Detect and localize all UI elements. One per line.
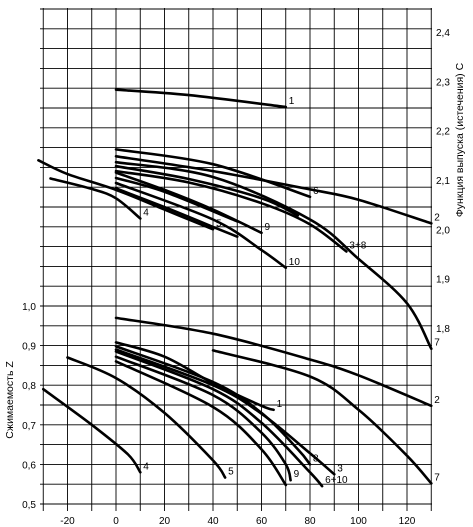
z-series-label: 9 bbox=[294, 469, 300, 480]
grid bbox=[40, 8, 432, 511]
z-series-9 bbox=[114, 355, 292, 482]
x-tick-label: 60 bbox=[256, 516, 268, 527]
z-series-4 bbox=[42, 387, 142, 474]
tick-labels: -20 0 20 40 60 80 100 1200,50,60,70,80,91,01,81… bbox=[22, 28, 450, 527]
right-tick-label: 1,9 bbox=[436, 275, 450, 286]
c-series-2 bbox=[114, 155, 433, 225]
x-tick-label: 40 bbox=[207, 516, 219, 527]
left-axis-title: Сжимаемость Z bbox=[4, 361, 16, 439]
z-series-label: 7 bbox=[434, 472, 440, 483]
x-tick-label: 80 bbox=[304, 516, 316, 527]
z-series-label: 5 bbox=[228, 467, 234, 478]
curves bbox=[37, 88, 433, 488]
c-series-label: 5 bbox=[216, 218, 222, 229]
c-series-label: 3+8 bbox=[349, 241, 366, 252]
left-tick-label: 0,5 bbox=[22, 500, 36, 511]
left-tick-label: 1,0 bbox=[22, 302, 36, 313]
x-tick-label: 0 bbox=[113, 516, 119, 527]
z-series-unlabeled-9 bbox=[114, 360, 288, 487]
left-tick-label: 0,6 bbox=[22, 460, 36, 471]
c-series-unlabeled-10 bbox=[114, 176, 239, 223]
c-series-7 bbox=[114, 160, 433, 350]
left-tick-label: 0,7 bbox=[22, 421, 36, 432]
c-series-9 bbox=[114, 171, 263, 235]
z-series-label: 2 bbox=[434, 395, 440, 406]
z-series-7 bbox=[211, 349, 433, 485]
z-series-label: 8 bbox=[313, 453, 319, 464]
left-tick-label: 0,9 bbox=[22, 342, 36, 353]
right-tick-label: 2,1 bbox=[436, 176, 450, 187]
c-series-unlabeled-11 bbox=[114, 187, 239, 238]
x-tick-label: 20 bbox=[159, 516, 171, 527]
c-series-label: 10 bbox=[289, 257, 301, 268]
z-series-1 bbox=[114, 341, 275, 412]
c-series-label: 6 bbox=[313, 186, 319, 197]
c-series-6 bbox=[114, 148, 312, 199]
x-tick-label: 100 bbox=[350, 516, 367, 527]
right-tick-label: 2,4 bbox=[436, 28, 450, 39]
right-tick-label: 1,8 bbox=[436, 324, 450, 335]
c-series-4 bbox=[49, 177, 142, 220]
c-series-10 bbox=[114, 181, 288, 270]
c-series-label: 7 bbox=[434, 338, 440, 349]
z-series-6-10 bbox=[114, 350, 324, 488]
z-series-label: 4 bbox=[143, 461, 149, 472]
right-tick-label: 2,0 bbox=[436, 225, 450, 236]
c-series-label: 4 bbox=[143, 208, 149, 219]
right-axis-title: Функция выпуска (истечения) С bbox=[454, 62, 466, 217]
c-series-1 bbox=[114, 88, 288, 109]
x-tick-label: -20 bbox=[60, 516, 75, 527]
right-tick-label: 2,2 bbox=[436, 127, 450, 138]
x-tick-label: 120 bbox=[399, 516, 416, 527]
c-series-label: 2 bbox=[434, 212, 440, 223]
c-series-unlabeled-9 bbox=[114, 164, 300, 217]
z-series-label: 6+10 bbox=[325, 475, 348, 486]
z-series-2 bbox=[114, 316, 433, 408]
c-series-5 bbox=[37, 159, 215, 231]
z-series-5 bbox=[66, 356, 227, 479]
left-tick-label: 0,8 bbox=[22, 381, 36, 392]
curve-labels: 1 2 3+8 4 5 6 7 9 10 1 2 3 4 5 6+10 7 8 9 bbox=[143, 96, 440, 486]
c-series-label: 9 bbox=[265, 222, 271, 233]
z-series-8 bbox=[114, 345, 312, 466]
right-tick-label: 2,3 bbox=[436, 77, 450, 88]
z-series-label: 3 bbox=[337, 463, 343, 474]
c-series-label: 1 bbox=[289, 96, 295, 107]
c-series-3-8 bbox=[114, 169, 348, 253]
z-series-label: 1 bbox=[277, 399, 283, 410]
